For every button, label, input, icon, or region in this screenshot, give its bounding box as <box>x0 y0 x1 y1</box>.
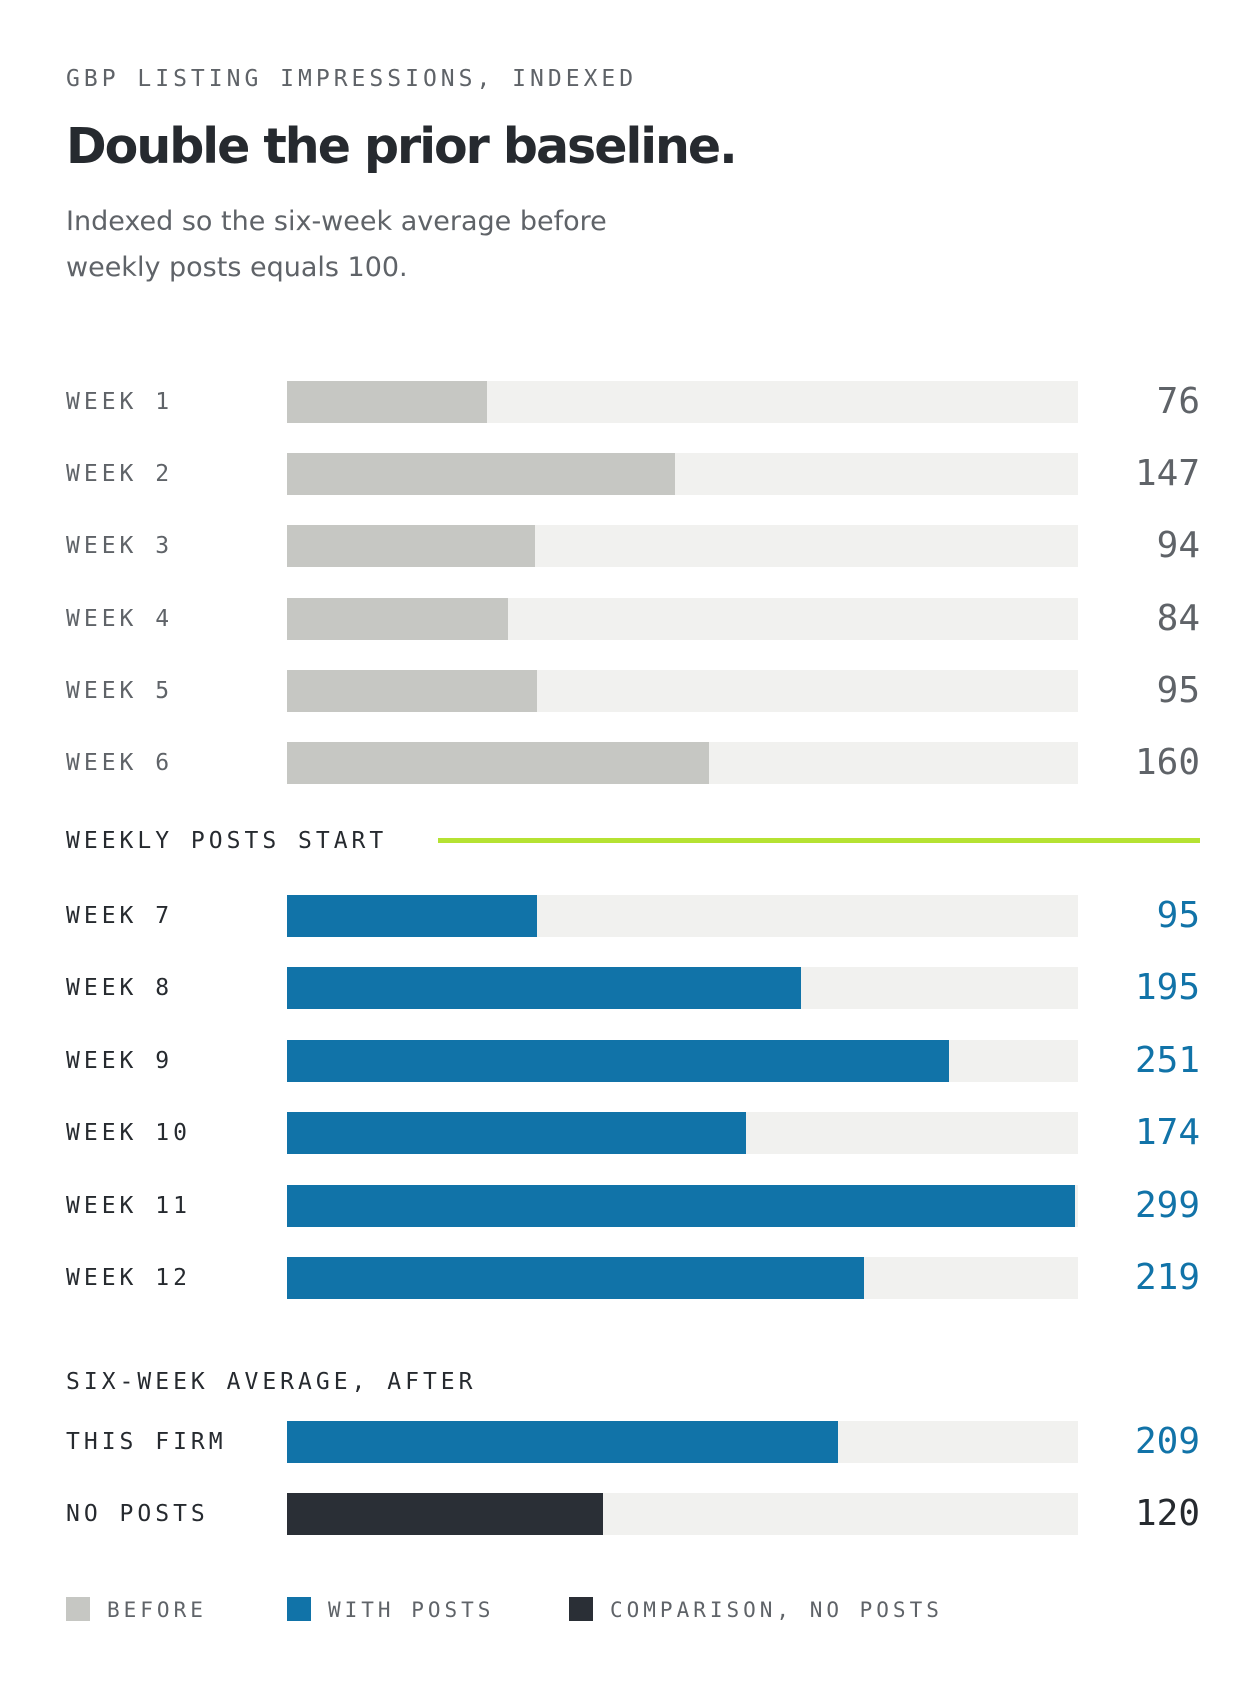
legend-label: BEFORE <box>107 1598 207 1622</box>
bar-track <box>287 1112 1078 1154</box>
bar <box>287 598 508 640</box>
bar-value-label: 209 <box>1134 1421 1200 1462</box>
bar-value-label: 195 <box>1134 967 1200 1008</box>
bar-label: WEEK 7 <box>66 903 174 929</box>
bar <box>287 670 537 712</box>
bar-label: WEEK 11 <box>66 1193 191 1219</box>
bar-label: WEEK 6 <box>66 750 174 776</box>
legend-label: WITH POSTS <box>328 1598 495 1622</box>
bar-track <box>287 670 1078 712</box>
bar-track <box>287 1493 1078 1535</box>
chart-subtitle: Indexed so the six-week average before w… <box>66 206 607 283</box>
bar <box>287 1112 746 1154</box>
bar-label: THIS FIRM <box>66 1429 227 1455</box>
bar-track <box>287 1185 1078 1227</box>
bar <box>287 1040 949 1082</box>
weekly-posts-start-divider <box>438 838 1200 843</box>
bar-label: WEEK 9 <box>66 1048 174 1074</box>
section-label: WEEKLY POSTS START <box>66 828 388 854</box>
bar <box>287 742 709 784</box>
bar-value-label: 95 <box>1156 670 1200 711</box>
section-label: SIX-WEEK AVERAGE, AFTER <box>66 1369 477 1395</box>
bar <box>287 1421 838 1463</box>
bar-label: WEEK 12 <box>66 1265 191 1291</box>
bar <box>287 525 535 567</box>
bar-label: WEEK 1 <box>66 389 174 415</box>
bar <box>287 381 487 423</box>
bar-track <box>287 895 1078 937</box>
bar <box>287 967 801 1009</box>
bar-track <box>287 525 1078 567</box>
bar-track <box>287 1040 1078 1082</box>
bar-value-label: 147 <box>1134 453 1200 494</box>
legend-swatch <box>287 1597 311 1621</box>
bar <box>287 453 675 495</box>
bar-label: WEEK 8 <box>66 975 174 1001</box>
legend-swatch <box>66 1597 90 1621</box>
bar <box>287 1185 1075 1227</box>
bar-value-label: 95 <box>1156 895 1200 936</box>
bar-track <box>287 1257 1078 1299</box>
bar-track <box>287 967 1078 1009</box>
legend-swatch <box>569 1597 593 1621</box>
bar-label: WEEK 2 <box>66 461 174 487</box>
bar-value-label: 120 <box>1134 1493 1200 1534</box>
bar-track <box>287 1421 1078 1463</box>
bar-value-label: 219 <box>1134 1257 1200 1298</box>
bar-track <box>287 381 1078 423</box>
bar-track <box>287 598 1078 640</box>
bar-label: NO POSTS <box>66 1501 209 1527</box>
bar-value-label: 251 <box>1134 1040 1200 1081</box>
bar-value-label: 84 <box>1156 598 1200 639</box>
bar-label: WEEK 5 <box>66 678 174 704</box>
bar-track <box>287 742 1078 784</box>
legend-label: COMPARISON, NO POSTS <box>610 1598 943 1622</box>
chart-legend: BEFORE WITH POSTS COMPARISON, NO POSTS <box>66 1597 1166 1623</box>
bar-value-label: 160 <box>1134 742 1200 783</box>
bar-value-label: 94 <box>1156 525 1200 566</box>
bar <box>287 1493 603 1535</box>
chart-title: Double the prior baseline. <box>66 118 738 175</box>
chart-eyebrow: GBP LISTING IMPRESSIONS, INDEXED <box>66 66 638 92</box>
bar-label: WEEK 4 <box>66 606 174 632</box>
bar-label: WEEK 10 <box>66 1120 191 1146</box>
bar <box>287 895 537 937</box>
bar-value-label: 174 <box>1134 1112 1200 1153</box>
bar-track <box>287 453 1078 495</box>
bar-value-label: 299 <box>1134 1185 1200 1226</box>
bar-value-label: 76 <box>1156 381 1200 422</box>
bar <box>287 1257 864 1299</box>
bar-label: WEEK 3 <box>66 533 174 559</box>
